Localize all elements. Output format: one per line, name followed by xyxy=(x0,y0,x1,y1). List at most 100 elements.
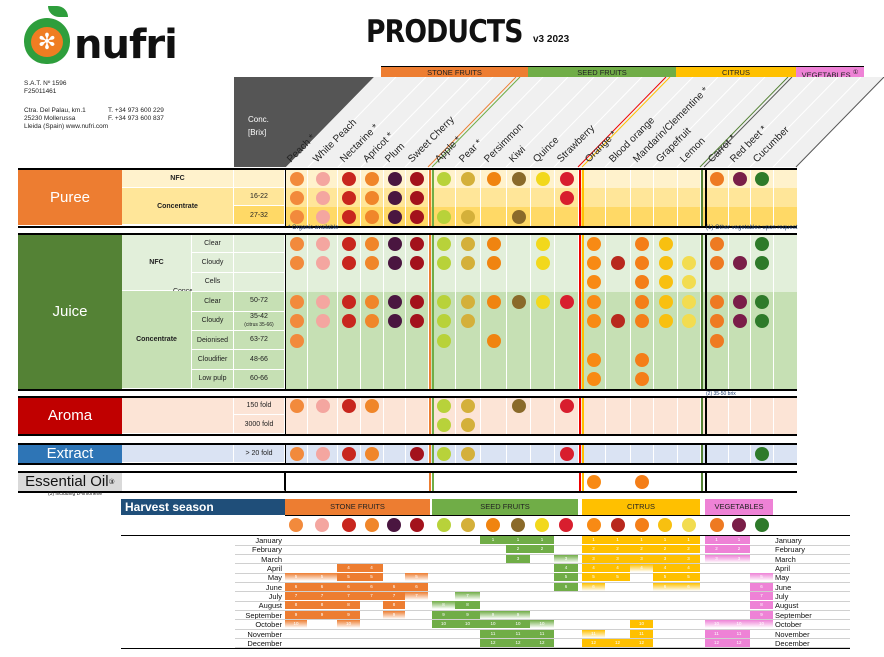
harvest-cell: 6 xyxy=(582,582,605,591)
puree-brix-16-22: 16-22 xyxy=(234,188,285,206)
availability-cell xyxy=(481,472,507,491)
availability-cell xyxy=(384,292,406,312)
white-peach-icon xyxy=(315,171,330,186)
availability-cell xyxy=(531,369,555,390)
month-label-right: May xyxy=(775,573,790,583)
column-group-divider xyxy=(432,415,434,434)
availability-cell xyxy=(729,415,751,434)
peach-icon xyxy=(289,399,304,414)
harvest-cell: 2 xyxy=(605,545,630,554)
column-group-divider xyxy=(579,397,581,416)
availability-cell xyxy=(678,207,701,226)
column-group-divider xyxy=(579,272,581,293)
harvest-cell: 7 xyxy=(455,592,480,601)
column-group-divider xyxy=(432,272,434,293)
mandarin-clementine-icon xyxy=(635,353,649,368)
month-label-left: June xyxy=(265,582,282,592)
apple-icon xyxy=(437,446,451,461)
availability-cell xyxy=(338,444,361,463)
grapefruit-icon xyxy=(658,294,673,309)
availability-cell xyxy=(338,292,361,312)
availability-cell xyxy=(308,415,338,434)
month-label-right: September xyxy=(775,610,812,620)
column-group-divider xyxy=(432,444,434,463)
availability-row xyxy=(285,188,797,207)
availability-cell xyxy=(433,311,456,331)
orange-icon xyxy=(587,275,601,290)
availability-cell xyxy=(531,234,555,254)
availability-cell xyxy=(631,415,654,434)
grapefruit-icon xyxy=(658,518,672,532)
nectarine-icon xyxy=(342,446,356,461)
harvest-cell: 5 xyxy=(605,573,630,582)
availability-cell xyxy=(555,188,579,207)
availability-cell xyxy=(631,331,654,351)
plum-icon xyxy=(387,171,402,186)
apple-icon xyxy=(437,209,451,224)
company-sat: S.A.T. Nº 1596 xyxy=(24,80,67,87)
availability-cell xyxy=(706,397,729,416)
harvest-cell: 3 xyxy=(554,554,578,563)
availability-cell xyxy=(751,311,774,331)
availability-cell xyxy=(555,272,579,293)
availability-cell xyxy=(751,207,774,226)
availability-cell xyxy=(706,292,729,312)
availability-cell xyxy=(606,253,631,273)
pear-icon xyxy=(461,399,475,414)
availability-cell xyxy=(654,415,678,434)
availability-cell xyxy=(456,397,481,416)
availability-cell xyxy=(456,234,481,254)
mandarin-clementine-icon xyxy=(635,474,649,489)
availability-cell xyxy=(384,415,406,434)
availability-cell xyxy=(456,369,481,390)
availability-cell xyxy=(338,234,361,254)
nectarine-icon xyxy=(342,256,356,271)
availability-cell xyxy=(481,207,507,226)
column-group-divider xyxy=(429,311,431,331)
blood-orange-icon xyxy=(611,256,625,271)
sweet-cherry-icon xyxy=(410,256,424,271)
puree-nfc-label: NFC xyxy=(122,169,234,188)
availability-cell xyxy=(286,472,308,491)
sweet-cherry-icon xyxy=(409,518,424,532)
apple-icon xyxy=(437,399,451,414)
availability-cell xyxy=(729,331,751,351)
availability-cell xyxy=(606,272,631,293)
divider xyxy=(18,389,797,391)
harvest-category-seed: SEED FRUITS xyxy=(432,499,578,515)
availability-cell xyxy=(308,253,338,273)
availability-row xyxy=(285,311,797,331)
availability-cell xyxy=(751,272,774,293)
essential-oil-spacer xyxy=(122,472,285,491)
column-group-divider xyxy=(579,207,581,226)
availability-cell xyxy=(555,415,579,434)
availability-cell xyxy=(678,350,701,370)
plum-icon xyxy=(387,236,402,251)
column-group-divider xyxy=(705,292,707,312)
availability-row xyxy=(285,169,797,188)
column-group-divider xyxy=(429,253,431,273)
white-peach-icon xyxy=(315,399,330,414)
availability-cell xyxy=(654,311,678,331)
harvest-cell: 5 xyxy=(405,573,428,582)
note-cucumber-brix: (2) 35-50 brix xyxy=(706,391,736,397)
availability-cell xyxy=(751,253,774,273)
juice-brix-4: 35-42 (citrus 35-66) xyxy=(234,311,285,331)
availability-row xyxy=(285,331,797,351)
availability-cell xyxy=(507,292,531,312)
harvest-cell: 8 xyxy=(432,601,455,610)
availability-cell xyxy=(338,331,361,351)
harvest-cell: 10 xyxy=(750,620,773,629)
puree-brix-27-32: 27-32 xyxy=(234,206,285,225)
harvest-cell: 10 xyxy=(530,620,554,629)
availability-cell xyxy=(729,311,751,331)
divider xyxy=(18,396,797,398)
column-group-divider xyxy=(582,369,584,390)
availability-cell xyxy=(308,188,338,207)
white-peach-icon xyxy=(315,256,330,271)
column-group-divider xyxy=(582,331,584,351)
harvest-cell: 12 xyxy=(582,638,605,647)
harvest-cell: 6 xyxy=(285,582,307,591)
availability-cell xyxy=(507,169,531,188)
month-label-left: August xyxy=(258,601,282,611)
